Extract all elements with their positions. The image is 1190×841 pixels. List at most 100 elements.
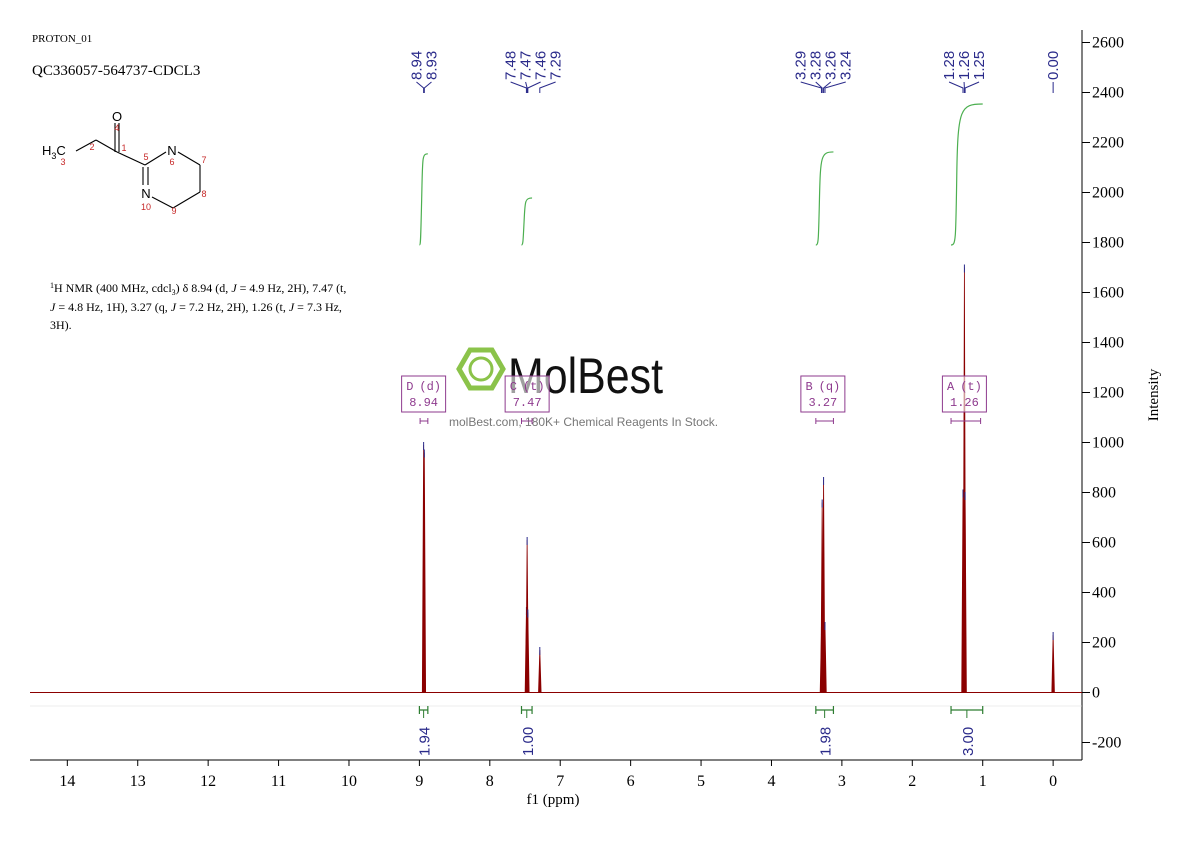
peak-leader <box>525 81 528 93</box>
atom: H <box>42 143 51 158</box>
locant: 8 <box>201 189 206 199</box>
multiplet-shift: 8.94 <box>409 396 438 410</box>
peak-label: 0.00 <box>1045 51 1062 80</box>
structure-labels: O N N H3C 1 2 3 4 5 6 7 8 9 10 <box>42 109 207 216</box>
bond <box>95 139 118 153</box>
x-tick-label: 2 <box>908 773 916 790</box>
text: J <box>50 300 56 314</box>
multiplet-name: C (t) <box>510 380 545 394</box>
text: ) δ 8.94 (d, <box>176 281 232 295</box>
x-tick-label: 1 <box>979 773 987 790</box>
x-tick-label: 9 <box>415 773 423 790</box>
multiplet-range <box>419 418 429 424</box>
x-tick-label: 3 <box>838 773 846 790</box>
text: = 4.9 Hz, 2H), 7.47 (t, <box>237 281 347 295</box>
multiplet-letter: D <box>406 380 413 394</box>
multiplet-box <box>504 375 550 413</box>
y-tick-label: 1000 <box>1092 435 1124 452</box>
multiplet-box <box>401 375 447 413</box>
multiplet-name: A (t) <box>947 380 982 394</box>
integral-label: 3.00 <box>960 727 977 756</box>
multiplet-range <box>520 418 533 424</box>
atom: N <box>141 186 150 201</box>
multiplet-name: B (q) <box>805 380 840 394</box>
bond <box>177 151 201 166</box>
tagline: molBest.com, 180K+ Chemical Reagents In … <box>449 415 718 429</box>
locant: 10 <box>141 202 151 212</box>
locant: 6 <box>169 157 174 167</box>
peak-leader <box>539 81 556 93</box>
atom: O <box>112 109 122 124</box>
text: H NMR (400 MHz, cdcl <box>54 281 172 295</box>
description: 1H NMR (400 MHz, cdcl3) δ 8.94 (d, J = 4… <box>50 281 346 332</box>
x-tick-label: 12 <box>200 773 216 790</box>
peak <box>963 494 967 693</box>
x-tick-label: 4 <box>767 773 775 790</box>
y-tick-label: 0 <box>1092 685 1100 702</box>
peak-label: 3.24 <box>838 51 855 80</box>
x-tick-label: 11 <box>271 773 286 790</box>
peak <box>422 452 427 693</box>
sample-id: QC336057-564737-CDCL3 <box>32 63 200 79</box>
locant: 7 <box>201 155 206 165</box>
x-tick-label: 13 <box>130 773 146 790</box>
text: = 7.3 Hz, <box>294 300 342 314</box>
multiplet-shift: 1.26 <box>950 396 979 410</box>
peak-label: 1.28 <box>941 51 958 80</box>
integral-curve <box>419 153 428 246</box>
multiplet-box <box>941 375 987 413</box>
y-tick-label: 600 <box>1092 535 1116 552</box>
locant: 5 <box>143 152 148 162</box>
peak-label: 3.29 <box>793 51 810 80</box>
logo-icon <box>468 356 494 382</box>
subscript: 3 <box>51 151 56 161</box>
multiplet-box <box>800 375 846 413</box>
peak-label: 8.93 <box>423 51 440 80</box>
atom: N <box>167 143 176 158</box>
bond <box>75 139 97 152</box>
superscript: 1 <box>50 281 54 290</box>
logo-icon <box>456 347 506 391</box>
x-tick-label: 5 <box>697 773 705 790</box>
peak-label: 7.48 <box>503 51 520 80</box>
text: 3H). <box>50 318 72 332</box>
y-tick-label: 200 <box>1092 635 1116 652</box>
multiplet-type: (q) <box>819 380 841 394</box>
text: = 4.8 Hz, 1H), 3.27 (q, <box>55 300 170 314</box>
peak-leader <box>823 81 832 93</box>
integral-curve <box>521 197 533 246</box>
multiplet-letter: B <box>805 380 812 394</box>
x-tick-label: 6 <box>627 773 635 790</box>
description-line: J = 4.8 Hz, 1H), 3.27 (q, J = 7.2 Hz, 2H… <box>50 300 342 314</box>
bond <box>144 151 167 166</box>
methyl: H3C <box>42 143 66 161</box>
multiplet-shift: 3.27 <box>808 396 837 410</box>
peak <box>823 624 827 693</box>
multiplet-letter: C <box>510 380 517 394</box>
multiplet-type: (t) <box>960 380 982 394</box>
y-tick-label: 800 <box>1092 485 1116 502</box>
subscript: 3 <box>172 288 176 297</box>
bond <box>172 191 201 209</box>
y-tick-label: 2200 <box>1092 135 1124 152</box>
integral-label: 1.94 <box>417 727 434 756</box>
integral-label: 1.98 <box>818 727 835 756</box>
locant: 1 <box>121 143 126 153</box>
y-tick-label: 1200 <box>1092 385 1124 402</box>
multiplet-name: D (d) <box>406 380 441 394</box>
y-tick-label: 1600 <box>1092 285 1124 302</box>
peak-leader <box>948 81 964 93</box>
multiplet-type: (t) <box>523 380 545 394</box>
x-tick-label: 0 <box>1049 773 1057 790</box>
multiplet-type: (d) <box>419 380 441 394</box>
peak-label: 7.47 <box>518 51 535 80</box>
y-tick-label: 400 <box>1092 585 1116 602</box>
bond <box>151 196 174 209</box>
peak-leader <box>815 81 823 93</box>
x-tick-label: 8 <box>486 773 494 790</box>
structure <box>75 123 201 209</box>
x-tick-label: 10 <box>341 773 357 790</box>
description-line: 1H NMR (400 MHz, cdcl3) δ 8.94 (d, J = 4… <box>50 281 346 297</box>
peak-leader <box>423 81 432 93</box>
